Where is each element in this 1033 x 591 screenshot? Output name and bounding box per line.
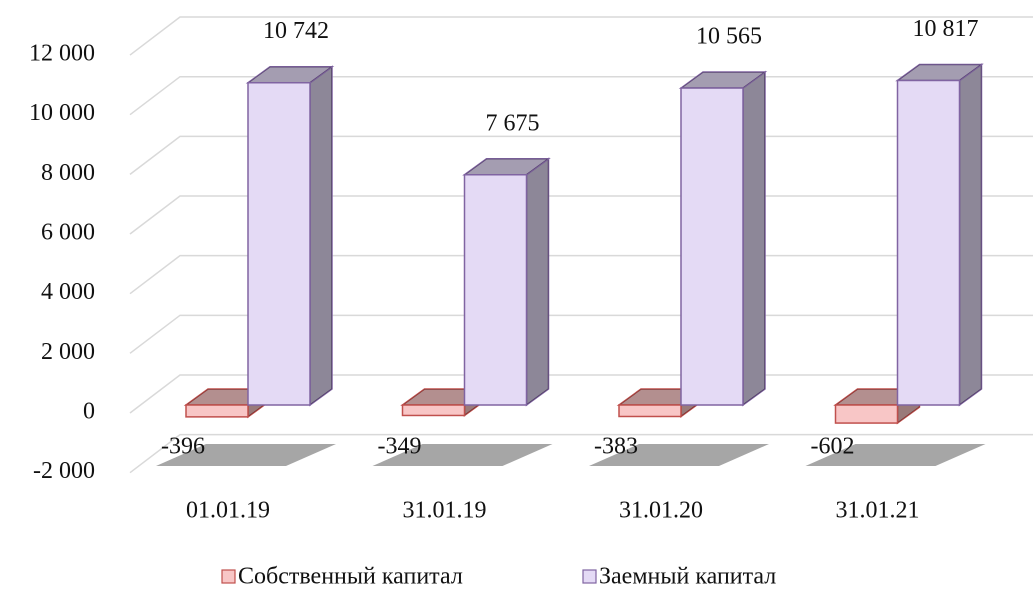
bar-top-shade [464,158,549,175]
bar-front [185,404,249,418]
x-tick-label: 31.01.21 [836,498,920,524]
data-label: -396 [161,434,205,460]
bar-front [680,87,744,406]
legend-swatch [582,569,597,584]
bar-front [463,174,528,406]
y-tick-label: -2 000 [33,458,95,484]
x-tick-label: 31.01.20 [619,498,703,524]
bar-side-shade [526,158,549,405]
bar-side-shade [959,64,982,406]
x-tick-label: 31.01.19 [403,498,487,524]
bar-top-shade [248,66,332,83]
grid-line [129,16,1033,56]
legend-swatch [221,569,236,584]
bar-front [834,404,899,424]
bar [678,70,768,407]
data-label: -383 [594,434,638,460]
bar [895,63,984,407]
bar-side-shade [310,66,332,406]
floor-shadow [156,444,336,466]
data-label: 10 817 [913,16,979,42]
y-tick-label: 12 000 [29,41,95,67]
legend-label: Заемный капитал [599,564,776,590]
floor-shadow [372,444,553,466]
y-tick-label: 10 000 [29,100,95,126]
y-tick-label: 0 [83,399,95,425]
bar-front [618,404,682,418]
bar-front [401,404,466,417]
data-label: 7 675 [486,110,540,136]
grid-line [129,433,1033,474]
bar-top-shade [681,72,765,89]
floor-shadow [805,444,986,466]
y-tick-label: 2 000 [41,339,95,365]
legend-label: Собственный капитал [238,564,463,590]
y-tick-label: 8 000 [41,160,95,186]
bar-front [247,81,311,406]
bar [245,65,335,407]
y-tick-label: 4 000 [41,279,95,305]
data-label: 10 742 [263,18,329,44]
bar-front [896,79,961,406]
x-tick-label: 01.01.19 [186,498,270,524]
data-label: -349 [378,434,422,460]
bar-side-shade [743,72,765,406]
data-label: -602 [811,434,855,460]
bar [462,157,551,407]
y-tick-label: 6 000 [41,220,95,246]
floor-shadow [589,444,769,466]
bar-top-shade [897,64,982,81]
data-label: 10 565 [696,24,762,50]
